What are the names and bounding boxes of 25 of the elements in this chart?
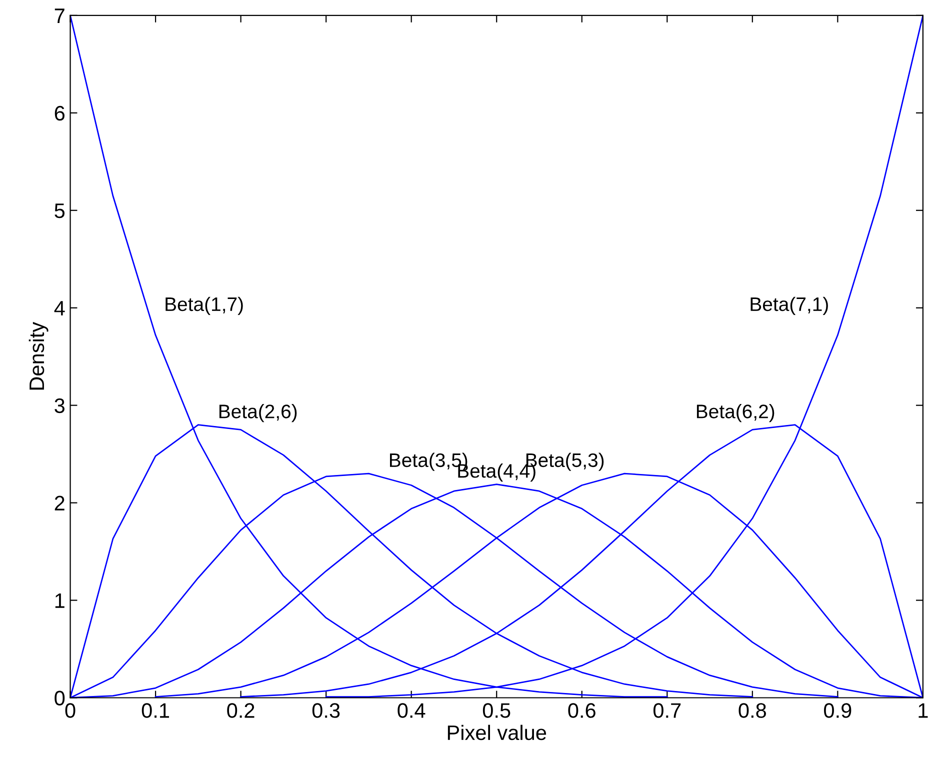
series-label: Beta(2,6) [219, 404, 297, 422]
y-tick-label: 6 [54, 106, 64, 121]
y-tick-label: 4 [54, 301, 65, 316]
y-tick-label: 0 [54, 690, 65, 706]
series-label: Beta(6,2) [696, 404, 774, 422]
y-tick-label: 3 [54, 398, 64, 414]
series-label: Beta(1,7) [166, 296, 243, 315]
x-tick-label: 0.9 [824, 703, 852, 718]
x-tick-label: 0.7 [653, 703, 681, 718]
x-tick-label: 0.5 [482, 703, 510, 718]
x-tick-label: 0.1 [142, 703, 170, 718]
y-axis-title: Density [28, 322, 48, 390]
x-tick-label: 1 [918, 703, 928, 718]
x-tick-label: 0.4 [398, 703, 426, 718]
y-tick-label: 7 [54, 8, 64, 23]
x-tick-label: 0.6 [568, 703, 596, 718]
x-tick-label: 0.2 [227, 703, 254, 718]
x-tick-label: 0 [65, 703, 76, 718]
x-tick-label: 0.8 [738, 703, 766, 718]
series-label: Beta(7,1) [750, 296, 828, 315]
x-tick-label: 0.3 [312, 703, 340, 718]
y-tick-label: 1 [55, 593, 64, 608]
y-tick-label: 2 [54, 496, 64, 510]
y-tick-label: 5 [54, 204, 65, 218]
x-axis-title: Pixel value [448, 724, 546, 740]
